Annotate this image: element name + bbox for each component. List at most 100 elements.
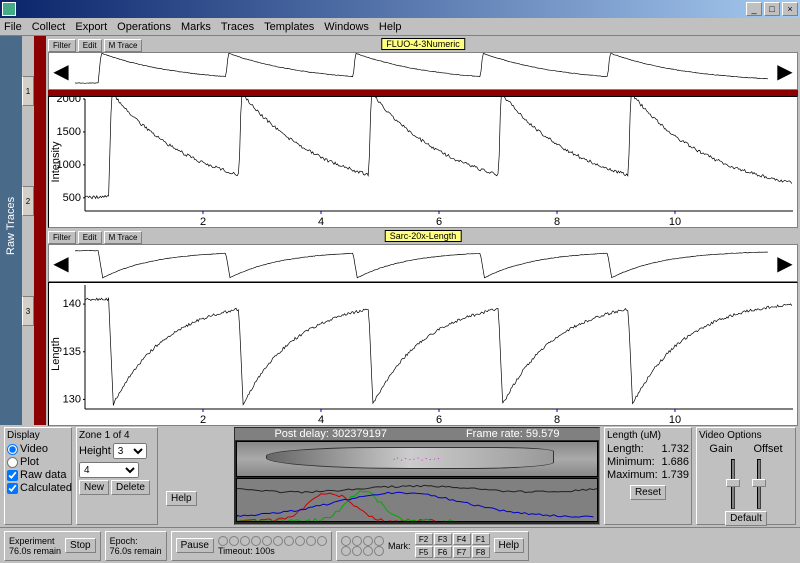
cell-image[interactable]: [236, 441, 598, 477]
height-select[interactable]: 3: [113, 443, 147, 459]
trace2-filter-button[interactable]: Filter: [48, 231, 76, 244]
rawdata-check[interactable]: [7, 470, 18, 481]
close-button[interactable]: ×: [782, 2, 798, 16]
length-value: 1.732: [661, 443, 689, 455]
color-strip: [34, 36, 46, 425]
svg-text:10: 10: [669, 216, 681, 227]
maximize-button[interactable]: □: [764, 2, 780, 16]
menu-operations[interactable]: Operations: [117, 21, 171, 33]
plot-radio[interactable]: [7, 457, 18, 468]
rgb-plot: [236, 478, 598, 522]
svg-text:500: 500: [63, 192, 81, 204]
svg-text:130: 130: [63, 393, 81, 405]
svg-text:Intensity: Intensity: [50, 141, 62, 182]
side-tab-1[interactable]: 1: [22, 76, 34, 106]
f2-button[interactable]: F2: [415, 533, 433, 545]
f4-button[interactable]: F4: [453, 533, 471, 545]
display-panel: Display Video Plot Raw data Calculated: [4, 427, 72, 525]
bottom-help-button[interactable]: Help: [494, 538, 525, 553]
f3-button[interactable]: F3: [434, 533, 452, 545]
gain-slider[interactable]: [724, 459, 742, 509]
sidebar-label: Raw Traces: [5, 196, 17, 254]
f7-button[interactable]: F7: [453, 546, 471, 558]
menubar: File Collect Export Operations Marks Tra…: [0, 18, 800, 36]
minimize-button[interactable]: _: [746, 2, 762, 16]
trace1-nav-plot[interactable]: [73, 53, 773, 89]
video-opts-title: Video Options: [699, 430, 793, 441]
trace2-mtrace-button[interactable]: M Trace: [104, 231, 143, 244]
side-tabs: 1 2 3: [22, 36, 34, 425]
menu-marks[interactable]: Marks: [181, 21, 211, 33]
svg-text:135: 135: [63, 346, 81, 358]
svg-text:6: 6: [436, 216, 442, 227]
timeout-label: Timeout: 100s: [218, 546, 327, 556]
svg-text:4: 4: [318, 216, 324, 227]
menu-help[interactable]: Help: [379, 21, 402, 33]
trace1-filter-button[interactable]: Filter: [48, 39, 76, 52]
trace1-label: FLUO-4-3Numeric: [381, 38, 465, 50]
f1-button[interactable]: F1: [472, 533, 490, 545]
zone-title: Zone 1 of 4: [79, 430, 155, 441]
help-button[interactable]: Help: [166, 491, 197, 506]
pause-button[interactable]: Pause: [176, 538, 214, 553]
delete-zone-button[interactable]: Delete: [111, 480, 150, 495]
video-radio[interactable]: [7, 444, 18, 455]
svg-text:8: 8: [554, 216, 560, 227]
length-min: 1.686: [661, 456, 689, 468]
offset-slider[interactable]: [750, 459, 768, 509]
mark-dots-top[interactable]: [341, 536, 384, 546]
trace2-edit-button[interactable]: Edit: [78, 231, 102, 244]
video-area: Post delay: 302379197 Frame rate: 59.579: [234, 427, 600, 525]
length-max: 1.739: [661, 469, 689, 481]
svg-text:2: 2: [200, 414, 206, 425]
video-options-panel: Video Options GainOffset Default: [696, 427, 796, 525]
svg-text:1500: 1500: [57, 126, 81, 138]
length-panel: Length (uM) Length:1.732 Minimum:1.686 M…: [604, 427, 692, 525]
new-zone-button[interactable]: New: [79, 480, 109, 495]
calculated-check[interactable]: [7, 483, 18, 494]
svg-text:8: 8: [554, 414, 560, 425]
app-icon: [2, 2, 16, 16]
trace2-section: Filter Edit M Trace Sarc-20x-Length ◀ ▶ …: [48, 230, 798, 426]
svg-text:10: 10: [669, 414, 681, 425]
menu-traces[interactable]: Traces: [221, 21, 254, 33]
stop-button[interactable]: Stop: [65, 538, 96, 553]
svg-text:4: 4: [318, 414, 324, 425]
sidebar: Raw Traces: [0, 36, 22, 425]
side-tab-2[interactable]: 2: [22, 186, 34, 216]
display-title: Display: [7, 430, 69, 441]
default-button[interactable]: Default: [725, 511, 767, 526]
trace2-main-plot[interactable]: 130135140246810Length: [48, 282, 798, 426]
trace1-edit-button[interactable]: Edit: [78, 39, 102, 52]
f6-button[interactable]: F6: [434, 546, 452, 558]
bottom-bar: Experiment76.0s remain Stop Epoch:76.0s …: [0, 527, 800, 563]
svg-text:140: 140: [63, 298, 81, 310]
f5-button[interactable]: F5: [415, 546, 433, 558]
trace1-nav-left[interactable]: ◀: [49, 53, 73, 89]
side-tab-3[interactable]: 3: [22, 296, 34, 326]
menu-export[interactable]: Export: [75, 21, 107, 33]
menu-windows[interactable]: Windows: [324, 21, 369, 33]
mark-fkey-buttons: F2 F3 F4 F1 F5 F6 F7 F8: [415, 533, 490, 558]
trace2-nav-left[interactable]: ◀: [49, 245, 73, 281]
svg-text:6: 6: [436, 414, 442, 425]
svg-text:2: 2: [200, 216, 206, 227]
trace1-main-plot[interactable]: 500100015002000246810Intensity: [48, 96, 798, 228]
post-delay-value: 302379197: [332, 428, 387, 440]
epoch-time: 76.0s remain: [110, 546, 162, 556]
menu-collect[interactable]: Collect: [32, 21, 66, 33]
trace1-nav-right[interactable]: ▶: [773, 53, 797, 89]
trace2-nav-right[interactable]: ▶: [773, 245, 797, 281]
menu-templates[interactable]: Templates: [264, 21, 314, 33]
trace2-nav-plot[interactable]: [73, 245, 773, 281]
f8-button[interactable]: F8: [472, 546, 490, 558]
reset-button[interactable]: Reset: [630, 485, 666, 500]
experiment-time: 76.0s remain: [9, 546, 61, 556]
menu-file[interactable]: File: [4, 21, 22, 33]
trace1-mtrace-button[interactable]: M Trace: [104, 39, 143, 52]
mark-dots-bot[interactable]: [341, 546, 384, 556]
epoch-dots[interactable]: [218, 536, 327, 546]
zone-index-select[interactable]: 4: [79, 462, 139, 478]
trace2-label: Sarc-20x-Length: [385, 230, 462, 242]
zone-panel: Zone 1 of 4 Height 3 4 New Delete: [76, 427, 158, 525]
